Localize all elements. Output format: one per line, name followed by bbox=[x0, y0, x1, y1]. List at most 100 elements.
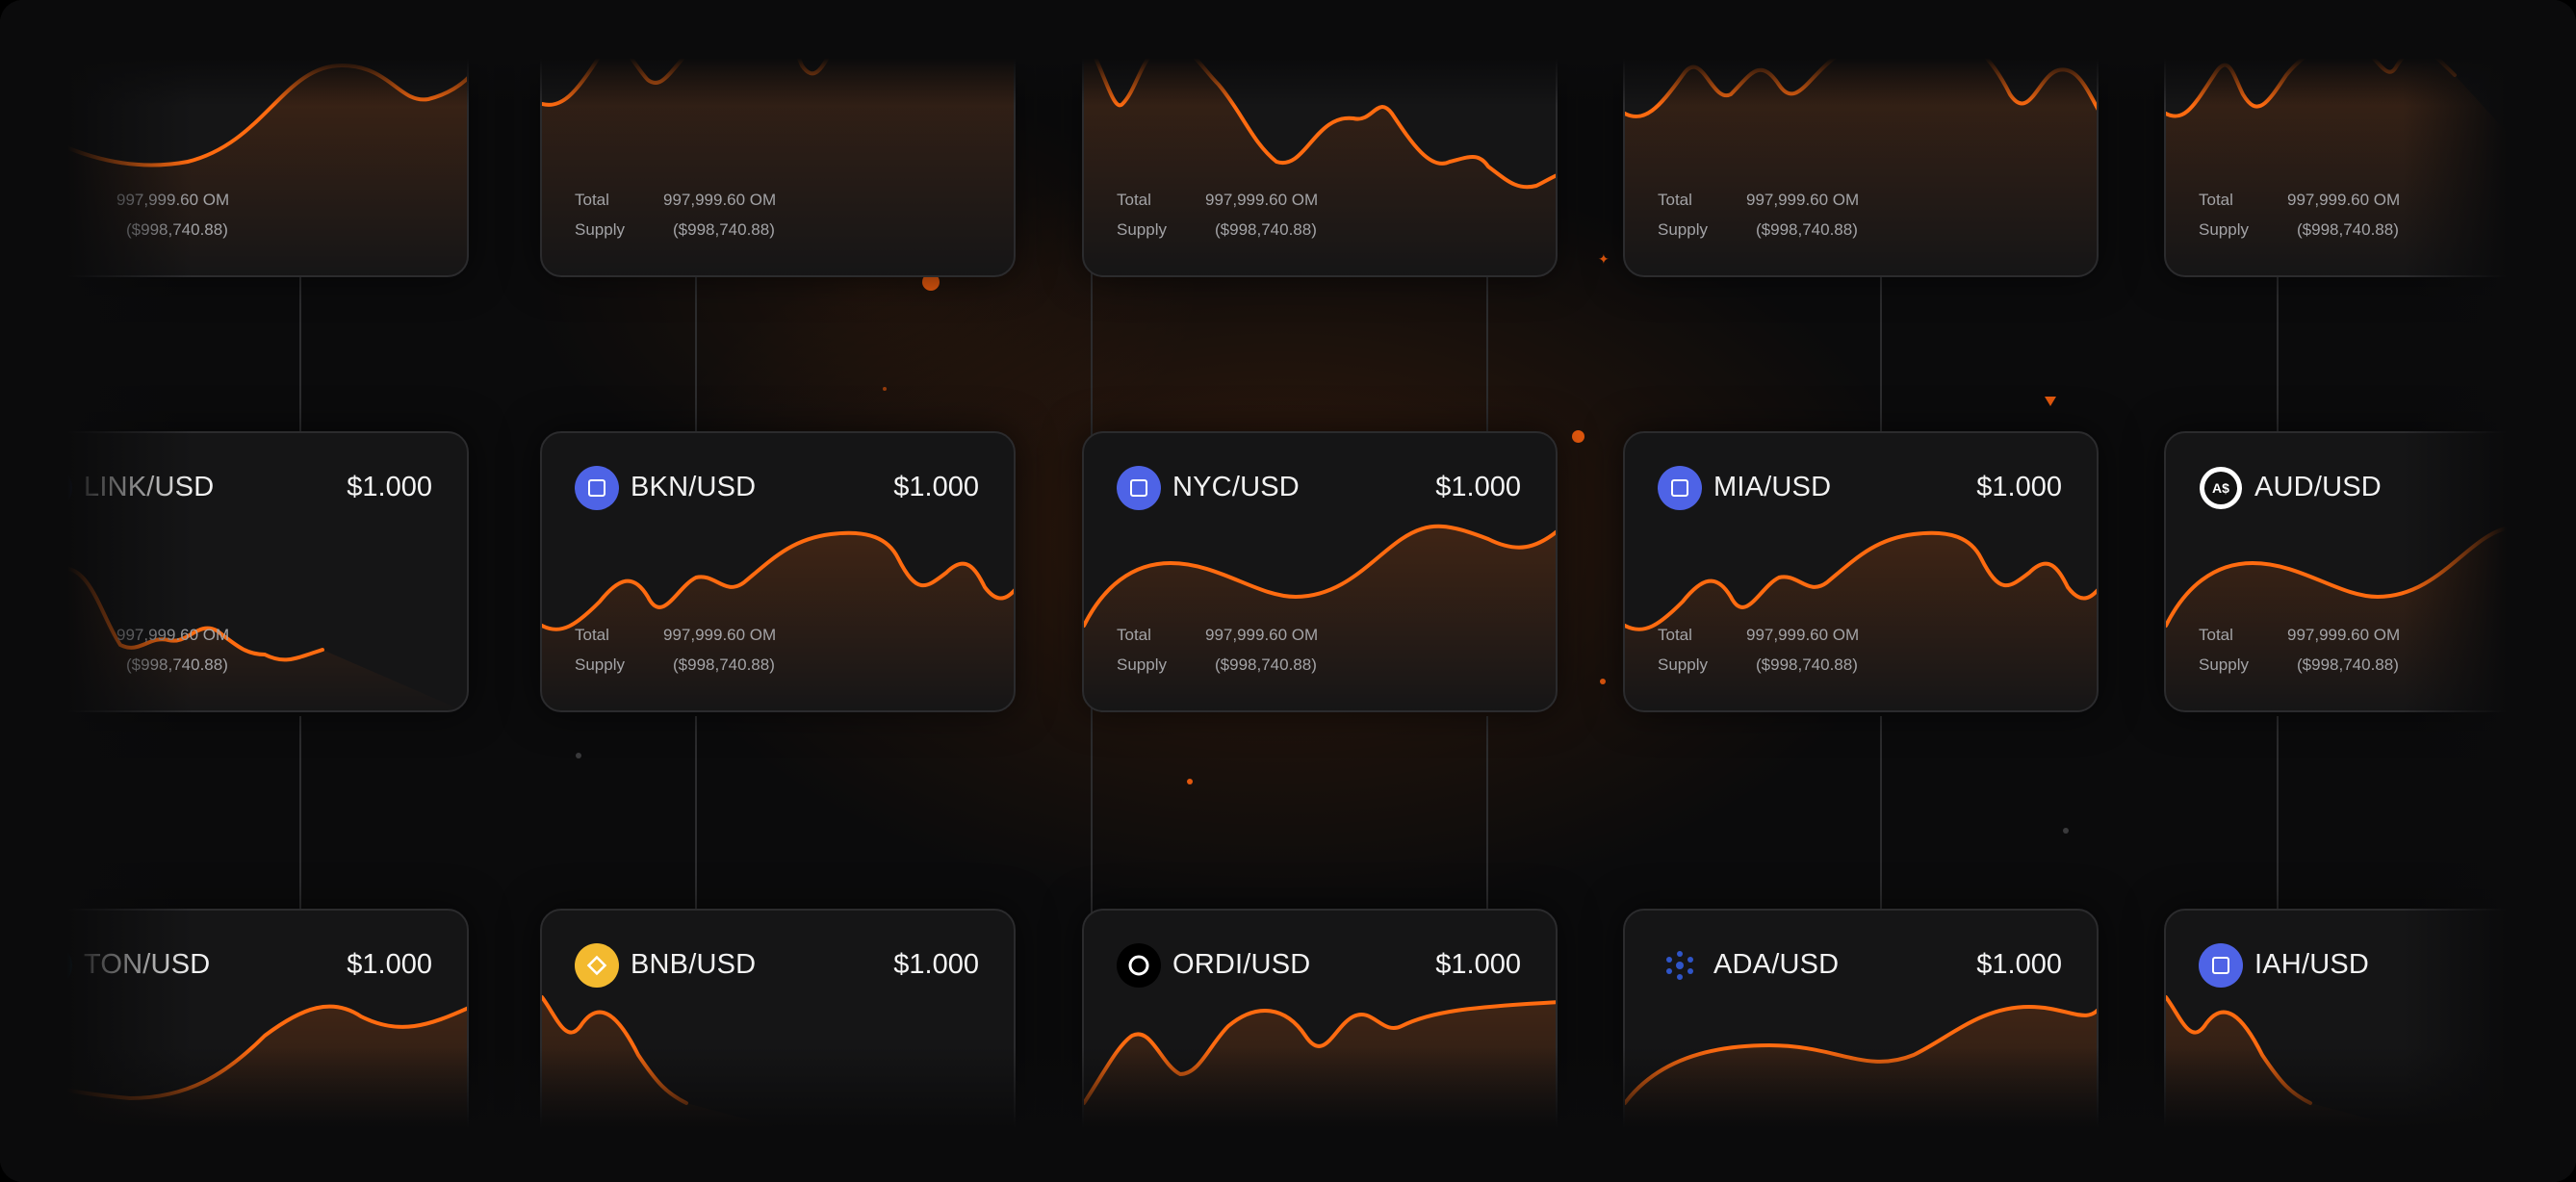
supply-value: ($998,740.88) bbox=[2297, 220, 2399, 239]
supply-label: Supply bbox=[1658, 220, 1708, 239]
connector-line bbox=[299, 277, 301, 431]
supply-value: ($998,740.88) bbox=[673, 655, 775, 674]
supply-label: Supply bbox=[1117, 220, 1167, 239]
svg-text:A$: A$ bbox=[2212, 480, 2229, 496]
price-value: $1.000 bbox=[347, 472, 432, 502]
supply-value: ($998,740.88) bbox=[1756, 655, 1858, 674]
sparkline-line bbox=[1084, 524, 1556, 628]
sparkline-line bbox=[1084, 1000, 1556, 1105]
supply-label: Supply bbox=[2199, 220, 2249, 239]
price-value: $1.000 bbox=[1435, 472, 1521, 502]
supply-row: Supply ($998,740.88) bbox=[1658, 655, 1858, 675]
connector-line bbox=[1486, 277, 1488, 431]
supply-row: Supply ($998,740.88) bbox=[2199, 655, 2399, 675]
supply-row: Supply ($998,740.88) bbox=[575, 220, 775, 240]
total-value: 997,999.60 OM bbox=[1205, 626, 1319, 644]
sparkline-area bbox=[1084, 526, 1556, 710]
connector-line bbox=[695, 277, 697, 431]
connector-line bbox=[695, 716, 697, 909]
supply-row: Supply ($998,740.88) bbox=[2199, 220, 2399, 240]
total-row: Total 997,999.60 OM bbox=[1658, 191, 1859, 210]
bnb-icon bbox=[575, 943, 619, 988]
sparkline-line bbox=[1625, 530, 2097, 631]
sparkline-chart bbox=[1084, 524, 1556, 710]
market-card[interactable]: BKN/USD $1.000 Total 997,999.60 OM Supply ($9… bbox=[540, 431, 1016, 712]
edge-fade-left bbox=[0, 0, 193, 1182]
supply-value: ($998,740.88) bbox=[1756, 220, 1858, 239]
particle-dot bbox=[2063, 828, 2069, 834]
iah-icon bbox=[2199, 943, 2243, 988]
particle-dot bbox=[1600, 679, 1606, 684]
pair-name: IAH/USD bbox=[2254, 949, 2370, 980]
sparkle-icon: ✦ bbox=[1598, 251, 1610, 267]
connector-line bbox=[1486, 716, 1488, 909]
total-label: Total bbox=[575, 191, 609, 209]
sparkline-chart bbox=[1625, 530, 2097, 710]
supply-row: Supply ($998,740.88) bbox=[1117, 655, 1317, 675]
supply-row: Supply ($998,740.88) bbox=[575, 655, 775, 675]
ada-icon bbox=[1658, 943, 1702, 988]
total-label: Total bbox=[575, 626, 609, 644]
connector-line bbox=[1880, 277, 1882, 431]
total-row: Total 997,999.60 OM bbox=[575, 191, 776, 210]
pair-name: ADA/USD bbox=[1713, 949, 1840, 980]
price-value: $1.000 bbox=[1976, 949, 2062, 980]
supply-value: ($998,740.88) bbox=[1215, 220, 1317, 239]
particle-dot bbox=[576, 753, 581, 758]
total-row: Total 997,999.60 OM bbox=[575, 626, 776, 645]
total-value: 997,999.60 OM bbox=[1746, 626, 1860, 644]
aud-icon: A$ bbox=[2199, 466, 2243, 510]
pair-name: AUD/USD bbox=[2254, 472, 2382, 502]
pair-name: NYC/USD bbox=[1172, 472, 1300, 502]
connector-line bbox=[2277, 277, 2279, 431]
supply-label: Supply bbox=[2199, 655, 2249, 674]
nyc-icon bbox=[1117, 466, 1161, 510]
total-row: Total 997,999.60 OM bbox=[1658, 626, 1859, 645]
total-label: Total bbox=[1658, 191, 1692, 209]
total-row: Total 997,999.60 OM bbox=[1117, 191, 1318, 210]
particle-dot bbox=[1187, 779, 1193, 784]
total-label: Total bbox=[2199, 626, 2233, 644]
supply-value: ($998,740.88) bbox=[1215, 655, 1317, 674]
connector-line bbox=[2277, 716, 2279, 909]
pair-name: MIA/USD bbox=[1713, 472, 1832, 502]
total-value: 997,999.60 OM bbox=[1205, 191, 1319, 209]
total-value: 997,999.60 OM bbox=[663, 626, 777, 644]
total-label: Total bbox=[1658, 626, 1692, 644]
particle-dot bbox=[883, 387, 887, 391]
total-label: Total bbox=[1117, 626, 1151, 644]
particle-dot bbox=[922, 273, 940, 291]
mia-icon bbox=[1658, 466, 1702, 510]
market-card[interactable]: NYC/USD $1.000 Total 997,999.60 OM Supply ($9… bbox=[1082, 431, 1558, 712]
total-value: 997,999.60 OM bbox=[2287, 191, 2401, 209]
price-value: $1.000 bbox=[893, 949, 979, 980]
supply-value: ($998,740.88) bbox=[2297, 655, 2399, 674]
edge-fade-bottom bbox=[0, 1047, 2576, 1182]
pair-name: BKN/USD bbox=[631, 472, 757, 502]
total-value: 997,999.60 OM bbox=[1746, 191, 1860, 209]
ordi-icon bbox=[1117, 943, 1161, 988]
supply-label: Supply bbox=[1117, 655, 1167, 674]
price-value: $1.000 bbox=[1435, 949, 1521, 980]
sparkline-line bbox=[542, 530, 1014, 631]
total-value: 997,999.60 OM bbox=[2287, 626, 2401, 644]
connector-line bbox=[299, 716, 301, 909]
total-label: Total bbox=[1117, 191, 1151, 209]
total-row: Total 997,999.60 OM bbox=[2199, 626, 2400, 645]
total-label: Total bbox=[2199, 191, 2233, 209]
edge-fade-top bbox=[0, 0, 2576, 106]
pair-name: ORDI/USD bbox=[1172, 949, 1311, 980]
supply-label: Supply bbox=[1658, 655, 1708, 674]
market-card[interactable]: MIA/USD $1.000 Total 997,999.60 OM Supply ($9… bbox=[1623, 431, 2099, 712]
edge-fade-right bbox=[2403, 0, 2576, 1182]
supply-row: Supply ($998,740.88) bbox=[1117, 220, 1317, 240]
total-row: Total 997,999.60 OM bbox=[1117, 626, 1318, 645]
supply-value: ($998,740.88) bbox=[673, 220, 775, 239]
connector-line bbox=[1880, 716, 1882, 909]
total-row: Total 997,999.60 OM bbox=[2199, 191, 2400, 210]
pair-name: BNB/USD bbox=[631, 949, 757, 980]
particle-dot bbox=[1572, 430, 1584, 443]
supply-label: Supply bbox=[575, 220, 625, 239]
price-value: $1.000 bbox=[347, 949, 432, 980]
